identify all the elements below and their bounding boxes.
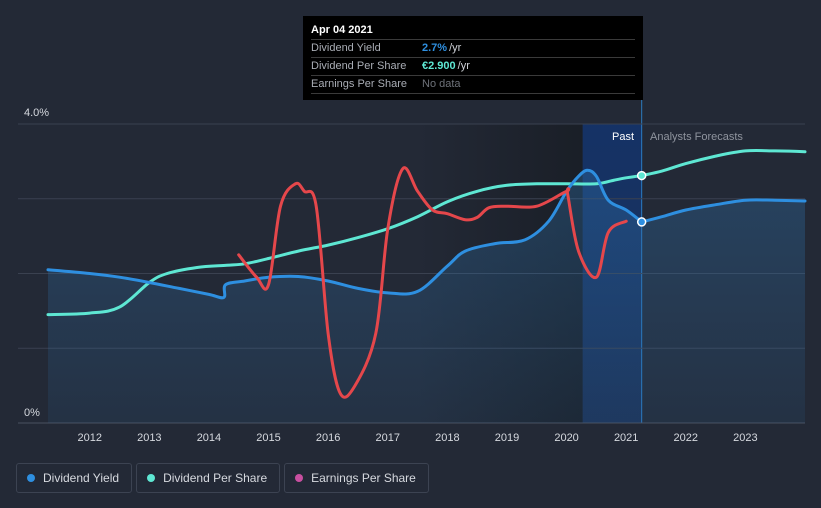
tooltip-row-name: Earnings Per Share <box>311 78 407 90</box>
x-tick-label: 2017 <box>376 432 400 444</box>
dividend-yield-area <box>48 170 805 423</box>
forecast-label: Analysts Forecasts <box>650 131 743 143</box>
dividend-per-share-marker <box>636 170 647 181</box>
legend-item-earnings-per-share[interactable]: Earnings Per Share <box>284 463 429 493</box>
x-tick-label: 2016 <box>316 432 340 444</box>
x-tick-label: 2014 <box>197 432 221 444</box>
x-tick-label: 2012 <box>77 432 101 444</box>
tooltip-row-dividend-per-share: Dividend Per Share €2.900 /yr <box>311 58 635 76</box>
dividend-yield-line <box>46 168 644 300</box>
x-tick-label: 2021 <box>614 432 638 444</box>
past-label: Past <box>612 131 634 143</box>
tooltip-row-earnings-per-share: Earnings Per Share No data <box>311 76 635 94</box>
x-tick-label: 2022 <box>674 432 698 444</box>
tooltip-row-name: Dividend Yield <box>311 42 381 54</box>
legend-label: Dividend Per Share <box>163 471 268 485</box>
x-tick-label: 2020 <box>554 432 578 444</box>
tooltip-row-name: Dividend Per Share <box>311 60 407 72</box>
x-tick-label: 2013 <box>137 432 161 444</box>
dividend-per-share-forecast-line <box>640 148 807 178</box>
legend-item-dividend-yield[interactable]: Dividend Yield <box>16 463 133 493</box>
legend: Dividend Yield Dividend Per Share Earnin… <box>16 463 429 493</box>
x-tick-label: 2018 <box>435 432 459 444</box>
tooltip-row-unit: /yr <box>457 60 470 72</box>
legend-label: Dividend Yield <box>43 471 120 485</box>
x-tick-label: 2019 <box>495 432 519 444</box>
legend-label: Earnings Per Share <box>311 471 416 485</box>
tooltip-row-value: No data <box>422 78 461 90</box>
dividend-per-share-line <box>46 174 644 317</box>
x-tick-label: 2015 <box>256 432 280 444</box>
legend-dot-icon <box>147 474 156 482</box>
dividend-yield-forecast-line <box>640 198 807 224</box>
tooltip-row-value: €2.900 <box>422 60 456 72</box>
legend-dot-icon <box>295 474 304 482</box>
y-tick-label-top: 4.0% <box>24 107 49 119</box>
tooltip-date: Apr 04 2021 <box>311 22 635 40</box>
legend-item-dividend-per-share[interactable]: Dividend Per Share <box>136 463 281 493</box>
tooltip-row-value: 2.7% <box>422 42 448 54</box>
y-tick-label-bottom: 0% <box>24 407 40 419</box>
tooltip: Apr 04 2021 Dividend Yield 2.7% /yr Divi… <box>303 16 643 100</box>
x-tick-label: 2023 <box>733 432 757 444</box>
legend-dot-icon <box>27 474 35 482</box>
earnings-per-share-line <box>237 166 628 399</box>
dividend-yield-marker <box>636 217 647 227</box>
tooltip-row-unit: /yr <box>449 42 462 54</box>
tooltip-row-dividend-yield: Dividend Yield 2.7% /yr <box>311 40 635 58</box>
